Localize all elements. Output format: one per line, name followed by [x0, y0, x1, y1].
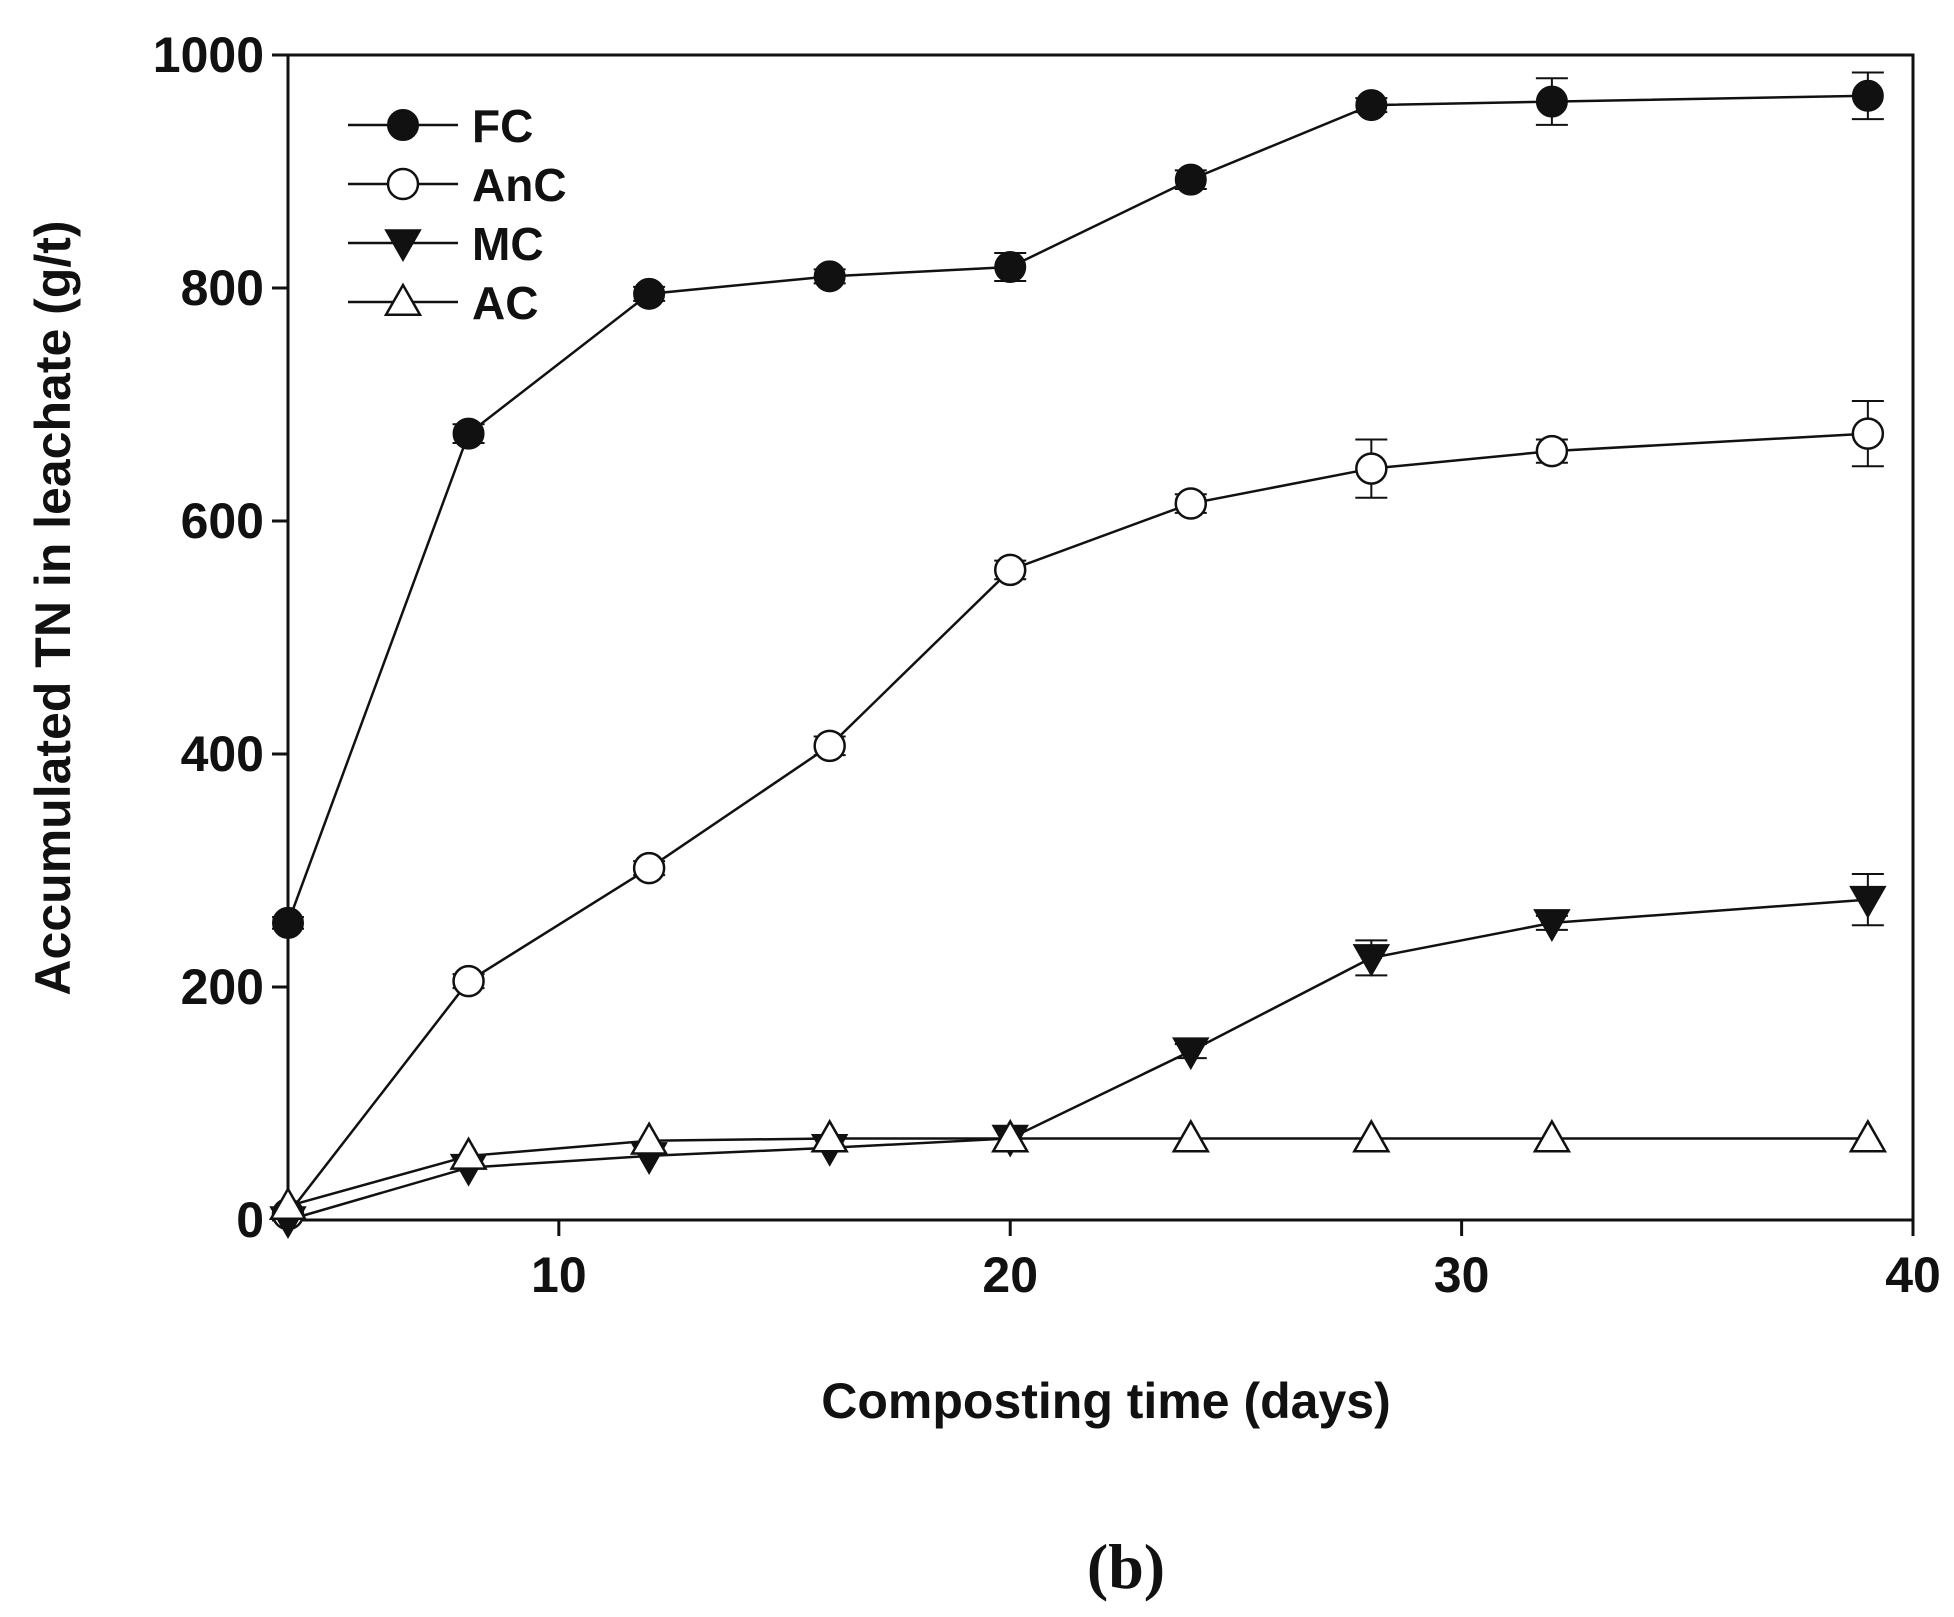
- panel-label: (b): [1087, 1531, 1165, 1602]
- legend-label: FC: [472, 100, 533, 152]
- y-tick-label: 400: [181, 726, 264, 782]
- data-point: [813, 729, 846, 763]
- data-point: [1533, 909, 1571, 942]
- data-point: [993, 553, 1027, 587]
- data-point: [813, 260, 846, 293]
- legend-item-fc: FC: [348, 100, 533, 152]
- data-point: [1851, 417, 1885, 450]
- legend-marker: [386, 167, 420, 201]
- y-tick-label: 200: [181, 959, 264, 1015]
- legend-item-ac: AC: [348, 277, 538, 329]
- data-point: [452, 964, 485, 998]
- data-point: [1352, 1118, 1391, 1153]
- data-point: [1174, 487, 1208, 520]
- legend-marker: [387, 109, 419, 141]
- x-tick-label: 10: [531, 1247, 587, 1303]
- y-tick-label: 600: [181, 493, 264, 549]
- series-ac: [268, 1118, 1888, 1221]
- data-point: [272, 906, 304, 939]
- series-line: [287, 1137, 1868, 1208]
- legend-marker: [384, 229, 422, 263]
- data-point: [1535, 434, 1569, 468]
- legend-label: MC: [472, 218, 544, 270]
- x-tick-label: 40: [1885, 1247, 1941, 1303]
- axis-ticks: 0 200 400 600 800 1000 10 20 30 40: [153, 27, 1941, 1303]
- y-axis-label: Accumulated TN in leachate (g/t): [25, 220, 81, 995]
- data-point: [1848, 1118, 1888, 1153]
- y-tick-label: 0: [236, 1192, 264, 1248]
- x-tick-label: 20: [982, 1247, 1038, 1303]
- data-point: [1174, 163, 1207, 196]
- legend-label: AC: [472, 277, 538, 329]
- data-point: [1352, 944, 1391, 977]
- data-point: [629, 1121, 669, 1155]
- data-point: [991, 1118, 1030, 1153]
- data-point: [1849, 885, 1887, 919]
- data-point: [1355, 89, 1388, 122]
- legend-label: AnC: [472, 159, 567, 211]
- data-point: [1172, 1037, 1210, 1071]
- data-point: [268, 1186, 308, 1221]
- legend: FC AnC MC AC: [348, 100, 567, 329]
- legend-marker: [383, 282, 423, 316]
- data-point: [633, 277, 666, 310]
- plot-border: [286, 53, 1915, 1222]
- x-tick-label: 30: [1434, 1247, 1490, 1303]
- data-point: [449, 1136, 488, 1170]
- data-point: [452, 417, 485, 450]
- data-point: [1535, 85, 1568, 118]
- data-point: [1355, 452, 1388, 485]
- data-point: [1532, 1118, 1572, 1153]
- series-mc: [269, 872, 1887, 1240]
- legend-item-anc: AnC: [348, 159, 567, 211]
- data-point: [632, 851, 666, 885]
- data-point: [810, 1118, 849, 1153]
- plot-frame: [286, 53, 1915, 1222]
- data-point: [994, 251, 1027, 284]
- data-point: [1171, 1118, 1210, 1153]
- series-line: [287, 898, 1868, 1222]
- y-tick-label: 1000: [153, 27, 264, 83]
- x-axis-label: Composting time (days): [821, 1373, 1390, 1429]
- data-series: [268, 71, 1888, 1240]
- series-line: [287, 432, 1868, 1215]
- data-point: [1851, 79, 1884, 112]
- legend-item-mc: MC: [348, 218, 544, 270]
- series-fc: [272, 71, 1884, 939]
- y-tick-label: 800: [181, 260, 264, 316]
